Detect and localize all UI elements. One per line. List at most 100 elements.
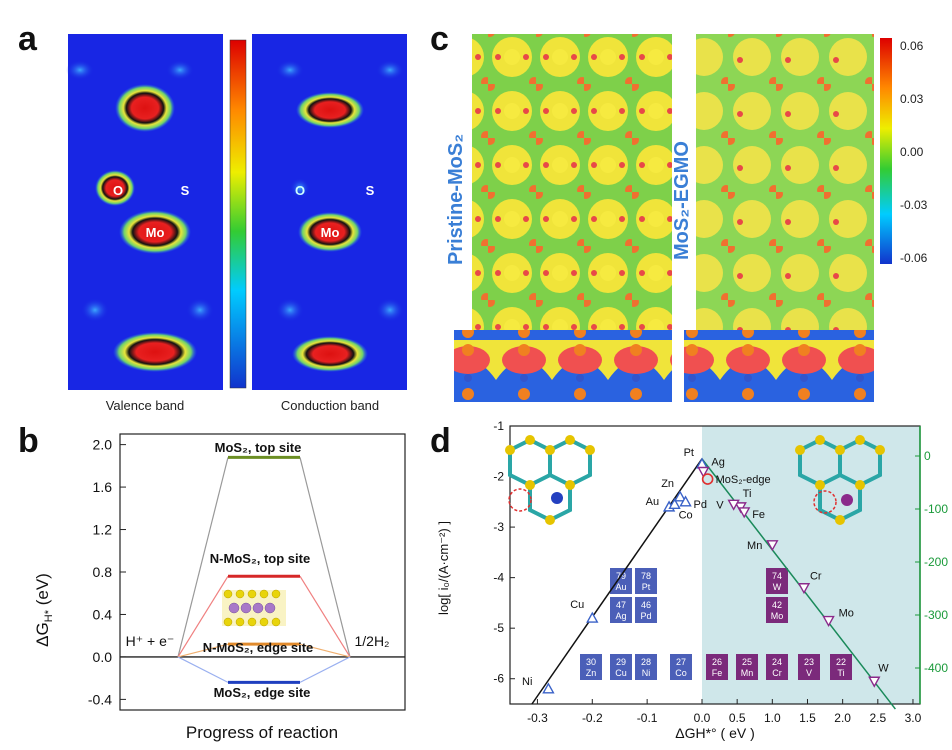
- state-h-plus-e: H⁺ + e⁻: [126, 633, 175, 649]
- label-mos2-top-site: MoS₂, top site: [215, 440, 302, 455]
- cbar-tick-0: 0.06: [900, 39, 924, 53]
- conduction-features: [276, 60, 404, 372]
- right-structure-inset: [795, 435, 885, 525]
- xtick-label: 0.0: [694, 711, 711, 725]
- element-tile-Co: [670, 654, 692, 680]
- ytick-left-label: -5: [493, 621, 504, 635]
- mos2-egmo-title: MoS₂-EGMO: [671, 141, 693, 260]
- xtick-label: 3.0: [905, 711, 922, 725]
- element-tile-Mn: [736, 654, 758, 680]
- element-tile-Ti: [830, 654, 852, 680]
- xtick-label: 0.5: [729, 711, 746, 725]
- element-tile-Mo: [766, 597, 788, 623]
- ytick-right-label: -300: [924, 608, 948, 622]
- periodic-element-tiles: 79Au78Pt47Ag46Pd30Zn29Cu28Ni27Co74W42Mo2…: [580, 568, 852, 680]
- element-tile-Au: [610, 568, 632, 594]
- element-symbol: Mn: [741, 668, 754, 678]
- point-label: Co: [679, 509, 693, 521]
- panel-b-xlabel: Progress of reaction: [186, 723, 338, 742]
- panel-b-energy-levels: [120, 455, 405, 684]
- cbar-tick-1: 0.03: [900, 92, 924, 106]
- element-tile-Ag: [610, 597, 632, 623]
- point-w: [868, 676, 881, 688]
- ylabel-unit: (eV): [33, 573, 52, 605]
- element-number: 42: [772, 600, 782, 610]
- point-label: Au: [646, 496, 659, 508]
- svg-text:ΔGH* (eV): ΔGH* (eV): [33, 573, 55, 647]
- element-symbol: Ti: [837, 668, 844, 678]
- ytick-left-label: -1: [493, 420, 504, 433]
- point-co: [668, 497, 681, 510]
- panel-c-potential-maps: Pristine-MoS₂ MoS₂-EGMO 0.06 0.03 0.00 -…: [445, 34, 928, 402]
- point-label: Pd: [694, 499, 707, 511]
- left-structure-inset: [505, 435, 595, 525]
- point-label: V: [716, 499, 724, 511]
- element-tile-Cu: [610, 654, 632, 680]
- element-tile-V: [798, 654, 820, 680]
- panel-letter-c: c: [430, 20, 449, 58]
- element-number: 22: [836, 657, 846, 667]
- ytick-label: 1.6: [93, 479, 113, 495]
- panel-letter-a: a: [18, 20, 37, 58]
- point-zn: [673, 490, 687, 502]
- state-half-h2: 1/2H₂: [354, 633, 389, 649]
- element-number: 28: [641, 657, 651, 667]
- ytick-label: 0.8: [93, 564, 113, 580]
- panel-d-xlabel: ΔGH*° ( eV ): [675, 725, 755, 741]
- element-symbol: Cu: [615, 668, 627, 678]
- point-fe: [738, 507, 751, 519]
- xtick-label: -0.1: [637, 711, 658, 725]
- element-symbol: Pd: [640, 611, 651, 621]
- pristine-mos2-title: Pristine-MoS₂: [445, 134, 467, 265]
- connector-line: [299, 457, 351, 658]
- point-label: Zn: [661, 478, 674, 490]
- point-mn: [766, 540, 779, 552]
- connector-line: [177, 656, 229, 683]
- point-v: [727, 499, 740, 511]
- element-number: 78: [641, 571, 651, 581]
- atom-label-mo: Mo: [146, 225, 165, 240]
- element-symbol: Mo: [771, 611, 784, 621]
- connector-line: [299, 643, 351, 658]
- connector-line: [177, 643, 229, 658]
- valence-features: [66, 60, 214, 372]
- ytick-right-label: 0: [924, 449, 931, 463]
- ylabel-sub: H*: [43, 609, 55, 622]
- panel-c-colorbar: [880, 38, 892, 264]
- element-number: 23: [804, 657, 814, 667]
- point-label: Cr: [810, 571, 822, 583]
- cbar-tick-3: -0.03: [900, 198, 928, 212]
- point-label: MoS₂-edge: [716, 474, 771, 486]
- cbar-tick-2: 0.00: [900, 145, 924, 159]
- ytick-label: 0.4: [93, 606, 113, 622]
- panel-c-colorbar-ticks: 0.06 0.03 0.00 -0.03 -0.06: [900, 39, 928, 265]
- point-mos2-edge: [701, 473, 714, 485]
- point-label: Mo: [839, 608, 854, 620]
- element-tile-Cr: [766, 654, 788, 680]
- element-number: 29: [616, 657, 626, 667]
- xtick-label: 1.0: [764, 711, 781, 725]
- element-symbol: Ni: [642, 668, 651, 678]
- panel-d-volcano-plot: 79Au78Pt47Ag46Pd30Zn29Cu28Ni27Co74W42Mo2…: [436, 420, 948, 741]
- element-symbol: Fe: [712, 668, 723, 678]
- connector-line: [299, 656, 351, 683]
- ytick-label: 0.0: [93, 649, 113, 665]
- panel-d-axes: -0.3 -0.2 -0.1 0.0 0.5 1.0 1.5 2.0 2.5 3.0 -1 -2 -3 -…: [493, 420, 948, 725]
- valence-band-caption: Valence band: [106, 398, 185, 413]
- element-tile-Pt: [635, 568, 657, 594]
- panel-a-charge-density-maps: O S Mo O S Mo Valence band Conduction ba…: [66, 34, 407, 413]
- element-number: 27: [676, 657, 686, 667]
- point-pd: [679, 495, 692, 507]
- point-ag: [697, 466, 710, 478]
- connector-line: [177, 457, 229, 658]
- point-label: Pt: [684, 447, 694, 459]
- conduction-band-caption: Conduction band: [281, 398, 379, 413]
- ytick-right-label: -100: [924, 502, 948, 516]
- atom-label-o-cb: O: [295, 183, 305, 198]
- xtick-label: -0.3: [527, 711, 548, 725]
- point-label: Cu: [570, 599, 584, 611]
- element-number: 26: [712, 657, 722, 667]
- panel-b-free-energy-diagram: 2.0 1.6 1.2 0.8 0.4 0.0 -0.4 MoS₂, top site N-…: [33, 433, 406, 742]
- connector-line: [177, 575, 229, 658]
- label-n-mos2-top-site: N-MoS₂, top site: [210, 551, 310, 566]
